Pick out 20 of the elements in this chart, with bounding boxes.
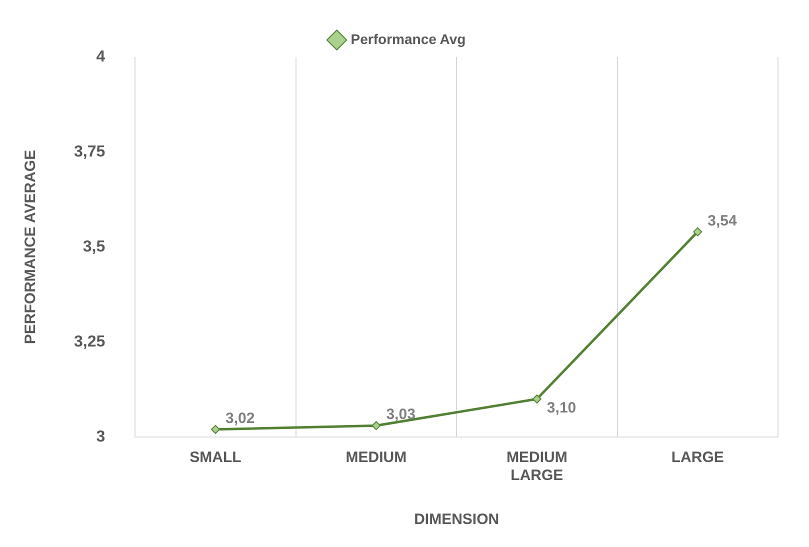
data-label: 3,02: [226, 410, 255, 428]
y-tick-label: 4: [96, 48, 106, 66]
x-tick-label: MEDIUM: [346, 449, 407, 466]
y-tick-label: 3,75: [74, 143, 106, 160]
point: [372, 421, 381, 430]
y-tick-label: 3: [96, 428, 106, 446]
x-tick-label: LARGE: [671, 449, 724, 466]
x-tick-label: MEDIUM LARGE: [506, 449, 568, 484]
y-tick-label: 3,25: [74, 333, 106, 350]
point: [693, 227, 702, 236]
y-tick-label: 3,5: [82, 238, 106, 256]
data-label: 3,54: [708, 212, 738, 230]
data-label: 3,10: [546, 400, 576, 417]
y-axis-title: PERFORMANCE AVERAGE: [22, 150, 40, 344]
x-axis-title: DIMENSION: [414, 511, 500, 528]
x-tick-label: SMALL: [190, 449, 242, 466]
point: [532, 394, 542, 404]
legend-label: Performance Avg: [350, 30, 466, 47]
data-label: 3,03: [386, 406, 416, 424]
point: [211, 424, 220, 434]
